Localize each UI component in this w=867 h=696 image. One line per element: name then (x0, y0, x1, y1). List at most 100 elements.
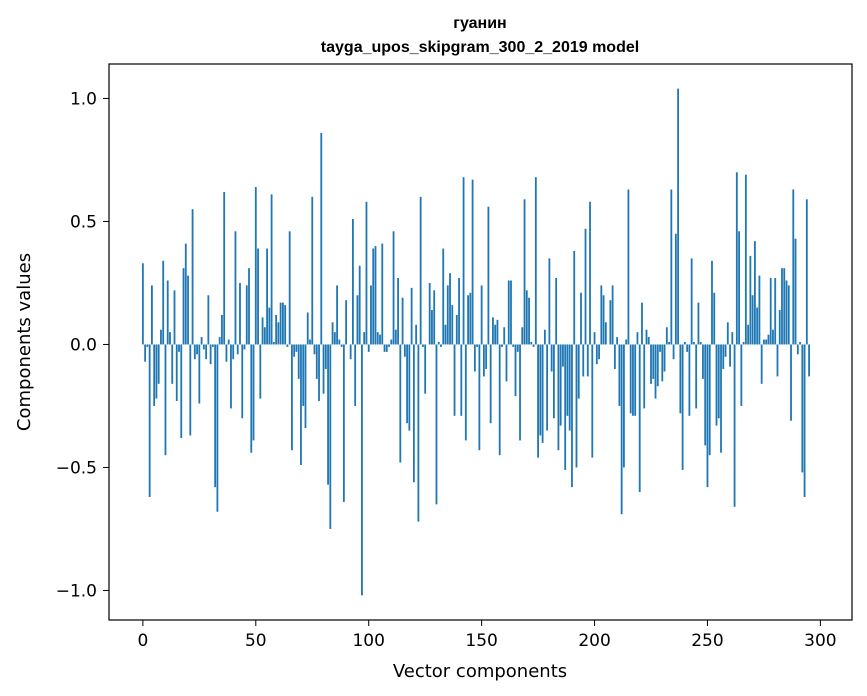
bar-13 (171, 344, 174, 384)
bar-243 (690, 258, 693, 345)
bar-12 (169, 332, 171, 345)
bar-288 (792, 189, 795, 345)
bar-201 (595, 344, 598, 365)
bar-90 (345, 300, 348, 345)
bar-202 (598, 344, 600, 360)
bar-271 (753, 241, 756, 345)
bar-107 (383, 344, 386, 352)
bar-268 (747, 324, 750, 345)
bar-51 (257, 248, 259, 345)
bar-102 (372, 248, 375, 345)
bar-32 (214, 344, 217, 488)
bar-238 (679, 344, 682, 414)
bar-142 (462, 177, 465, 345)
bar-264 (738, 231, 740, 345)
bar-23 (193, 344, 196, 360)
bar-100 (367, 344, 370, 352)
bar-58 (272, 342, 275, 345)
bar-209 (613, 344, 616, 370)
bar-239 (681, 344, 684, 470)
bar-179 (546, 344, 549, 431)
bar-222 (643, 344, 646, 409)
bar-73 (306, 312, 309, 345)
bar-183 (555, 278, 558, 345)
bar-158 (498, 344, 501, 456)
bar-295 (808, 344, 810, 377)
bar-62 (281, 302, 284, 345)
bar-114 (399, 344, 402, 463)
bar-260 (729, 344, 731, 367)
bar-266 (742, 342, 745, 345)
bar-74 (309, 339, 311, 345)
bar-117 (406, 344, 409, 424)
bar-68 (295, 344, 298, 352)
bar-234 (670, 189, 673, 345)
bar-119 (410, 287, 413, 345)
bar-228 (656, 344, 659, 387)
bar-133 (442, 248, 445, 345)
bar-163 (510, 280, 512, 345)
y-axis-label: Components values (14, 253, 35, 431)
bar-105 (379, 334, 381, 345)
bar-153 (487, 206, 490, 345)
bar-18 (182, 268, 185, 345)
bar-48 (250, 344, 253, 453)
bar-261 (731, 332, 734, 345)
y-axis: −1.0 −0.5 0.0 0.5 1.0 (56, 89, 109, 601)
bar-110 (390, 339, 393, 345)
bar-257 (722, 344, 725, 370)
bar-108 (385, 344, 388, 352)
bar-219 (636, 332, 639, 345)
bar-180 (548, 258, 551, 345)
bar-36 (223, 191, 226, 345)
bar-5 (153, 344, 156, 406)
bar-188 (566, 344, 569, 416)
bar-285 (785, 280, 788, 345)
bar-151 (482, 344, 485, 377)
bar-159 (501, 344, 503, 347)
bar-274 (760, 344, 763, 384)
bar-86 (336, 285, 338, 345)
bar-10 (164, 344, 167, 456)
bar-174 (534, 177, 537, 345)
bar-89 (342, 344, 345, 502)
bar-144 (467, 295, 469, 345)
bar-9 (162, 260, 165, 345)
bar-246 (697, 302, 700, 345)
bar-192 (575, 344, 578, 468)
y-tick-label: 0.5 (70, 212, 97, 232)
bar-235 (672, 344, 675, 360)
bar-80 (322, 344, 325, 394)
bar-262 (733, 344, 736, 507)
bar-223 (645, 329, 648, 345)
bar-129 (433, 290, 436, 345)
x-tick-label: 150 (465, 631, 497, 651)
bar-169 (523, 199, 526, 345)
bar-41 (234, 231, 237, 345)
bar-146 (471, 179, 474, 345)
bar-128 (431, 310, 433, 345)
bar-11 (166, 280, 169, 345)
bar-197 (586, 344, 589, 377)
bar-181 (550, 344, 553, 372)
bar-157 (496, 319, 499, 345)
bar-162 (507, 280, 510, 345)
bar-252 (711, 260, 713, 345)
bar-186 (562, 344, 564, 367)
bar-216 (629, 344, 632, 414)
bar-38 (227, 339, 230, 345)
bar-215 (627, 189, 630, 345)
bar-60 (277, 322, 280, 345)
bar-265 (740, 344, 743, 406)
bar-147 (473, 344, 476, 372)
bar-122 (417, 344, 420, 522)
bar-93 (352, 218, 354, 345)
bar-0 (141, 263, 144, 345)
bar-132 (440, 344, 442, 347)
bar-1 (144, 344, 147, 362)
bar-120 (412, 344, 415, 483)
bar-7 (157, 344, 160, 384)
bar-208 (611, 285, 614, 345)
bar-57 (270, 194, 273, 345)
y-tick-label: −1.0 (56, 581, 97, 601)
